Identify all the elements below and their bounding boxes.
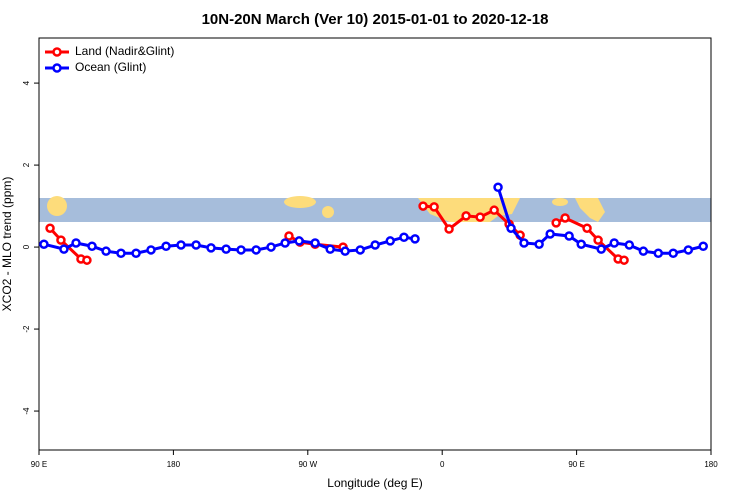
point — [596, 244, 606, 254]
x-tick-label: 0 — [440, 460, 445, 469]
chart-title: 10N-20N March (Ver 10) 2015-01-01 to 202… — [202, 11, 549, 28]
point — [87, 241, 97, 252]
point — [475, 212, 485, 222]
legend-marker — [52, 47, 62, 57]
x-tick-label: 90 E — [568, 460, 584, 469]
point — [294, 236, 304, 246]
land — [418, 198, 520, 222]
legend-marker — [52, 63, 62, 73]
point — [385, 236, 395, 246]
point — [668, 248, 678, 258]
point — [221, 244, 231, 254]
point — [545, 229, 555, 239]
point — [176, 240, 186, 250]
point — [370, 240, 380, 250]
x-tick-label: 180 — [704, 460, 718, 469]
x-tick-label: 180 — [167, 460, 181, 469]
point — [399, 232, 409, 242]
point — [266, 242, 276, 252]
land — [284, 196, 316, 208]
point — [519, 238, 529, 248]
land — [47, 196, 67, 216]
land — [552, 198, 568, 206]
point — [410, 234, 420, 244]
legend-label: Land (Nadir&Glint) — [75, 44, 174, 58]
point — [609, 238, 619, 248]
point — [461, 211, 471, 221]
point — [560, 213, 570, 223]
legend-label: Ocean (Glint) — [75, 60, 146, 74]
point — [653, 248, 664, 258]
y-tick-label: 0 — [22, 244, 31, 249]
point — [493, 182, 503, 192]
point — [284, 231, 294, 241]
point — [206, 243, 216, 253]
point — [56, 235, 66, 245]
point — [71, 238, 81, 248]
point — [576, 239, 586, 249]
plot-frame — [38, 37, 712, 451]
point — [82, 255, 92, 265]
point — [146, 245, 156, 255]
point — [251, 245, 261, 255]
point — [489, 205, 499, 215]
land — [322, 206, 334, 218]
point — [593, 235, 603, 245]
point — [429, 202, 439, 212]
point — [39, 239, 49, 249]
y-tick-label: -4 — [22, 407, 31, 415]
point — [582, 223, 592, 233]
x-tick-label: 90 W — [298, 460, 317, 469]
point — [619, 255, 629, 265]
point — [161, 241, 171, 252]
map-strip — [39, 196, 711, 222]
y-tick-label: 4 — [22, 80, 31, 85]
ocean-strip — [39, 198, 711, 222]
point — [551, 218, 561, 228]
point — [418, 201, 428, 211]
point — [638, 246, 649, 256]
y-tick-label: -2 — [22, 325, 31, 333]
point — [116, 248, 126, 258]
point — [101, 246, 111, 256]
land — [575, 198, 605, 222]
point — [280, 238, 290, 248]
point — [534, 239, 544, 249]
point — [59, 244, 69, 254]
point — [564, 231, 574, 241]
x-tick-label: 90 E — [31, 460, 47, 469]
point — [325, 244, 335, 254]
point — [131, 248, 141, 258]
point — [506, 223, 516, 233]
point — [683, 245, 694, 255]
point — [340, 246, 350, 256]
point — [45, 223, 55, 233]
y-tick-label: 2 — [22, 162, 31, 167]
point — [698, 241, 708, 252]
point — [624, 240, 635, 250]
point — [310, 238, 320, 248]
point — [444, 224, 454, 234]
point — [191, 240, 201, 250]
x-axis-label: Longitude (deg E) — [327, 476, 422, 490]
point — [355, 245, 365, 255]
y-axis-label: XCO2 - MLO trend (ppm) — [0, 177, 14, 312]
point — [236, 245, 246, 255]
